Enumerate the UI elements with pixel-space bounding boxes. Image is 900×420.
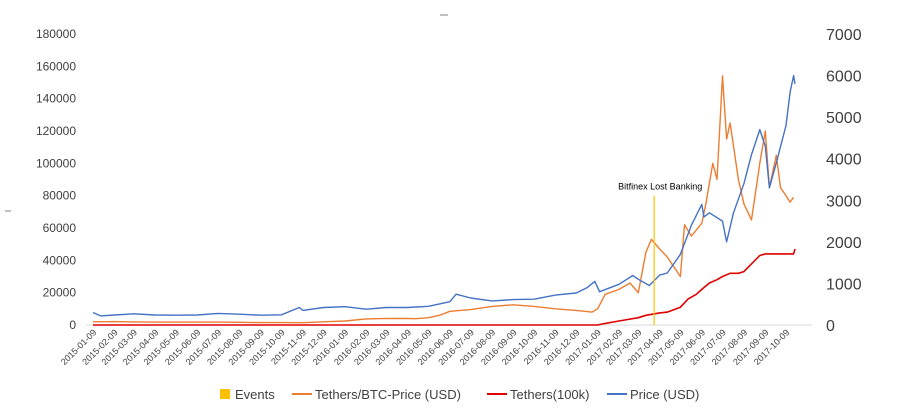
y-left-tick-label: 180000: [36, 27, 76, 41]
legend-label-tethers-100k: Tethers(100k): [510, 387, 589, 402]
legend-label-price-usd: Price (USD): [630, 387, 699, 402]
plot-area: [92, 74, 796, 326]
y-axis-left: 0 20000 40000 60000 80000 100000 120000 140000 1…: [36, 27, 76, 332]
y-right-tick-label: 6000: [826, 69, 862, 86]
x-axis: 2015-01-092015-02-092015-03-092015-04-09…: [59, 327, 792, 367]
y-right-tick-label: 3000: [826, 193, 862, 210]
y-right-tick-label: 1000: [826, 276, 862, 293]
series-line-tethers-btc-price-usd: [92, 75, 795, 324]
y-left-tick-label: 100000: [36, 156, 76, 170]
y-left-tick-label: 120000: [36, 124, 76, 138]
series-line-tethers-100k: [93, 248, 796, 326]
y-left-tick-label: 80000: [43, 189, 77, 203]
y-right-tick-label: 4000: [826, 152, 862, 169]
y-left-tick-label: 160000: [36, 59, 76, 73]
legend-swatch-events: [220, 389, 230, 399]
y-right-tick-label: 2000: [826, 235, 862, 252]
y-right-tick-label: 5000: [826, 110, 862, 127]
y-left-tick-label: 60000: [43, 221, 77, 235]
y-right-tick-label: 0: [826, 318, 835, 335]
annotation-label: Bitfinex Lost Banking: [618, 182, 702, 192]
legend: Events Tethers/BTC-Price (USD) Tethers(100…: [220, 387, 699, 402]
y-left-tick-label: 40000: [43, 253, 77, 267]
annotation: Bitfinex Lost Banking: [618, 182, 702, 192]
y-left-tick-label: 20000: [43, 286, 77, 300]
y-right-tick-label: 7000: [826, 27, 862, 44]
legend-label-events: Events: [235, 387, 275, 402]
y-left-tick-label: 140000: [36, 92, 76, 106]
legend-label-tethers-btc-price-usd: Tethers/BTC-Price (USD): [315, 387, 461, 402]
series-line-price-usd: [92, 74, 796, 317]
y-left-tick-label: 0: [69, 318, 76, 332]
y-axis-right: 0 1000 2000 3000 4000 5000 6000 7000: [826, 27, 862, 335]
